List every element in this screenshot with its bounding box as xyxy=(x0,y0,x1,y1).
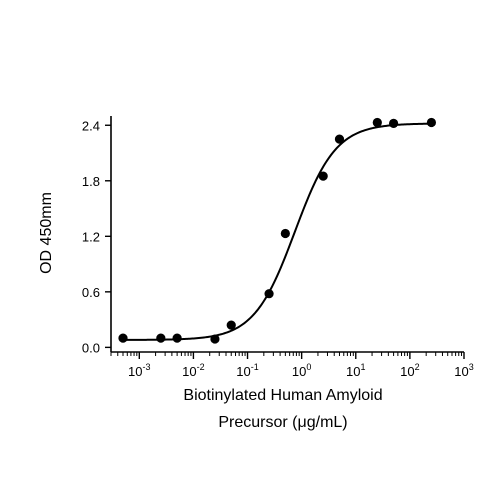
y-tick-label: 0.6 xyxy=(82,285,100,300)
x-tick-label: 10-1 xyxy=(236,362,258,379)
y-tick-label: 0.0 xyxy=(82,340,100,355)
y-tick-label: 1.2 xyxy=(82,229,100,244)
data-point xyxy=(280,228,290,239)
x-axis-title-line-1: Biotinylated Human Amyloid xyxy=(183,387,382,404)
data-point xyxy=(426,117,437,128)
fit-curve xyxy=(123,122,432,341)
x-tick-label: 102 xyxy=(400,362,419,379)
x-tick-label: 100 xyxy=(292,362,311,379)
x-tick-label: 10-2 xyxy=(182,362,204,379)
data-point xyxy=(226,320,236,330)
data-point xyxy=(318,171,328,181)
data-point xyxy=(156,333,166,343)
data-point xyxy=(118,333,128,343)
data-point xyxy=(372,117,382,128)
data-point xyxy=(172,333,182,343)
data-point xyxy=(210,334,220,344)
y-tick-label: 2.4 xyxy=(82,118,100,133)
x-tick-label: 10-3 xyxy=(128,362,150,379)
axes: 0.0 0.6 1.2 1.8 2.4 10-3 10-2 10-1 100 101 102 103 xyxy=(82,116,474,379)
y-axis-title: OD 450mm xyxy=(38,192,55,274)
y-tick-label: 1.8 xyxy=(82,174,100,189)
x-tick-label: 103 xyxy=(454,362,473,379)
data-point xyxy=(264,289,274,299)
x-axis-title-line-2: Precursor (μg/mL) xyxy=(218,414,347,431)
data-point xyxy=(388,118,399,129)
x-tick-label: 101 xyxy=(346,362,365,379)
data-point xyxy=(334,134,345,144)
plot-area xyxy=(118,117,437,344)
